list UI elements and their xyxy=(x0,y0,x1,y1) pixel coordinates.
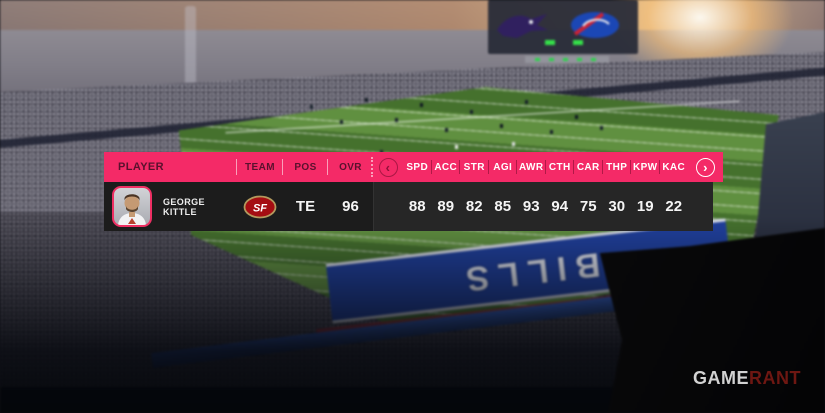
column-cth[interactable]: CTH xyxy=(546,152,575,182)
light-tower xyxy=(185,6,196,96)
column-kpw-label: KPW xyxy=(632,161,658,173)
stat-agi: 85 xyxy=(494,198,512,215)
column-ovr[interactable]: OVR xyxy=(328,152,373,182)
column-spd-label: SPD xyxy=(406,161,429,173)
chevron-left-icon[interactable]: ‹ xyxy=(378,157,398,177)
column-str-label: STR xyxy=(463,161,485,173)
stat-car: 75 xyxy=(579,198,597,215)
column-acc[interactable]: ACC xyxy=(432,152,461,182)
column-spd[interactable]: SPD xyxy=(403,152,432,182)
column-team[interactable]: TEAM xyxy=(237,152,283,182)
ovr-cell: 96 xyxy=(328,198,373,215)
player-cell: GEORGE KITTLE xyxy=(104,186,237,227)
column-player[interactable]: PLAYER xyxy=(104,152,237,182)
team-cell: SF xyxy=(237,195,283,219)
49ers-logo: SF xyxy=(243,195,277,218)
watermark-game-text: GAME xyxy=(693,368,749,388)
column-awr[interactable]: AWR xyxy=(517,152,546,182)
scoreboard xyxy=(487,0,639,66)
column-cth-label: CTH xyxy=(548,161,571,173)
column-acc-label: ACC xyxy=(434,161,458,173)
player-headshot-graphic xyxy=(118,194,146,225)
stat-awr: 93 xyxy=(522,198,540,215)
players-on-field xyxy=(0,0,3,4)
player-row-left-section: GEORGE KITTLE SF TE 96 xyxy=(104,182,373,231)
column-thp[interactable]: THP xyxy=(603,152,632,182)
column-kac-label: KAC xyxy=(662,161,686,173)
column-str[interactable]: STR xyxy=(460,152,489,182)
stat-spd: 88 xyxy=(408,198,426,215)
ravens-logo xyxy=(497,14,548,38)
chevron-right-icon[interactable]: › xyxy=(696,157,715,177)
stat-thp: 30 xyxy=(608,198,626,215)
column-player-label: PLAYER xyxy=(118,161,165,173)
column-car-label: CAR xyxy=(576,161,600,173)
gamerant-watermark: GAMERANT xyxy=(693,368,801,389)
scoreboard-graphic xyxy=(488,0,638,63)
stat-kac: 22 xyxy=(665,198,683,215)
stat-str: 82 xyxy=(465,198,483,215)
column-kac[interactable]: KAC xyxy=(660,152,689,182)
stat-acc: 89 xyxy=(437,198,455,215)
column-ovr-label: OVR xyxy=(339,161,362,173)
pos-cell: TE xyxy=(283,198,328,215)
column-car[interactable]: CAR xyxy=(574,152,603,182)
stats-page-next[interactable]: › xyxy=(688,152,723,182)
watermark-rant-text: RANT xyxy=(749,368,801,388)
player-row-george-kittle[interactable]: GEORGE KITTLE SF TE 96 88 89 82 85 93 94 xyxy=(104,182,713,231)
player-row-stats-section: 88 89 82 85 93 94 75 30 19 22 xyxy=(373,182,713,231)
team-abbr-text: SF xyxy=(253,202,267,214)
player-position: TE xyxy=(295,198,316,215)
column-pos[interactable]: POS xyxy=(283,152,328,182)
bills-logo xyxy=(571,12,619,38)
ratings-table-header: PLAYER TEAM POS OVR ‹ SPD ACC STR AGI AW… xyxy=(104,152,723,182)
column-pos-label: POS xyxy=(294,161,317,173)
stat-kpw: 19 xyxy=(636,198,654,215)
column-awr-label: AWR xyxy=(518,161,544,173)
column-kpw[interactable]: KPW xyxy=(631,152,660,182)
player-portrait xyxy=(112,186,152,227)
player-overall: 96 xyxy=(342,198,359,215)
player-name: GEORGE KITTLE xyxy=(163,196,205,217)
column-agi-label: AGI xyxy=(493,161,513,173)
column-thp-label: THP xyxy=(606,161,628,173)
stats-page-prev[interactable]: ‹ xyxy=(373,152,403,182)
stat-cth: 94 xyxy=(551,198,569,215)
column-agi[interactable]: AGI xyxy=(489,152,518,182)
column-team-label: TEAM xyxy=(245,161,275,173)
